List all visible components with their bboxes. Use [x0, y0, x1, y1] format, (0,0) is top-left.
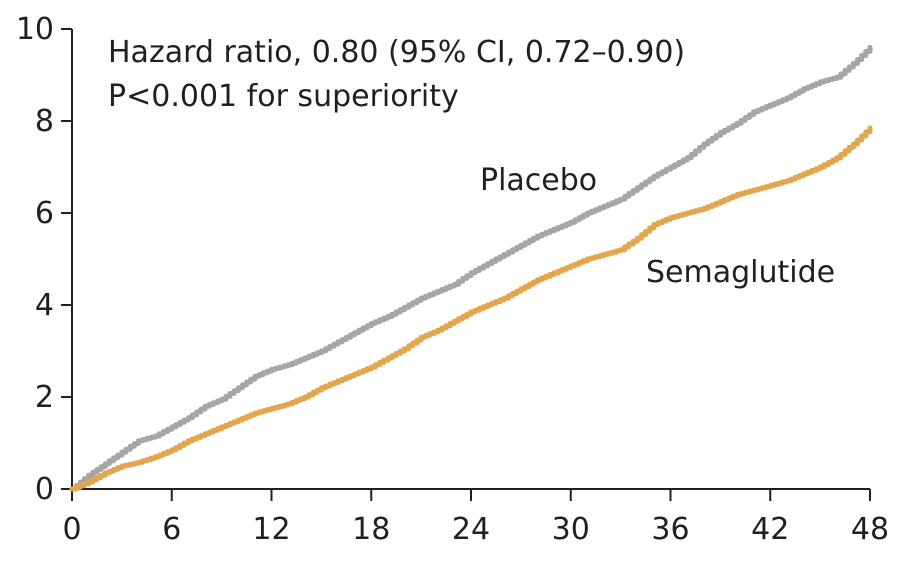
y-tick-label: 4	[35, 288, 54, 323]
labels-group: Hazard ratio, 0.80 (95% CI, 0.72–0.90) P…	[108, 35, 835, 290]
y-tick-label: 10	[16, 12, 54, 47]
placebo-line	[69, 44, 873, 492]
x-tick-label: 42	[751, 512, 789, 547]
y-tick-label: 8	[35, 104, 54, 139]
hazard-ratio-annotation: Hazard ratio, 0.80 (95% CI, 0.72–0.90)	[108, 35, 685, 70]
x-tick-label: 24	[452, 512, 490, 547]
x-tick-label: 18	[352, 512, 390, 547]
x-tick-label: 12	[252, 512, 290, 547]
x-tick-label: 6	[162, 512, 181, 547]
series-group	[69, 44, 873, 492]
semaglutide-series-label: Semaglutide	[646, 255, 835, 290]
x-tick-label: 0	[62, 512, 81, 547]
p-value-annotation: P<0.001 for superiority	[108, 79, 459, 114]
y-tick-label: 2	[35, 380, 54, 415]
placebo-series-label: Placebo	[480, 163, 597, 198]
semaglutide-line	[69, 125, 873, 492]
x-tick-label: 48	[851, 512, 889, 547]
x-tick-label: 36	[651, 512, 689, 547]
y-tick-label: 6	[35, 196, 54, 231]
y-tick-label: 0	[35, 472, 54, 507]
x-tick-label: 30	[552, 512, 590, 547]
